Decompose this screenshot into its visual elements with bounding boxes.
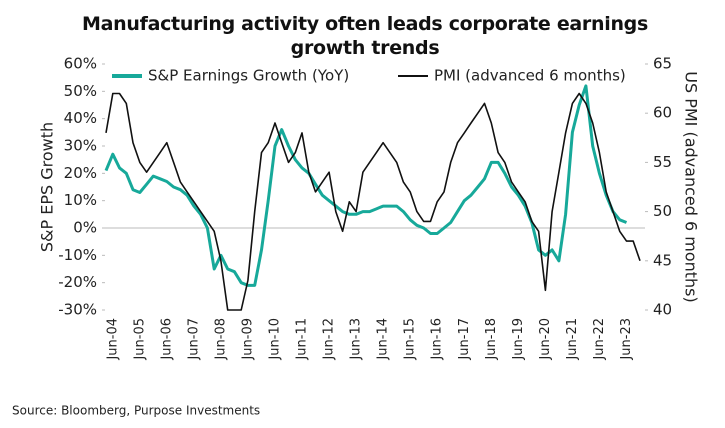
x-tick-label: Jun-13 — [349, 318, 364, 361]
x-tick-label: Jun-07 — [186, 318, 201, 361]
legend-label: PMI (advanced 6 months) — [434, 67, 626, 85]
y2-tick-label: 50 — [653, 202, 672, 220]
legend-label: S&P Earnings Growth (YoY) — [148, 67, 349, 85]
x-tick-label: Jun-09 — [240, 318, 255, 361]
y-axis-label: S&P EPS Growth — [38, 122, 57, 252]
source: Source: Bloomberg, Purpose Investments — [12, 404, 260, 418]
x-tick-label: Jun-12 — [322, 318, 337, 361]
y2-axis-label: US PMI (advanced 6 months) — [682, 71, 701, 302]
chart-title: Manufacturing activity often leads corpo… — [82, 13, 648, 59]
y-tick-label: -20% — [58, 273, 97, 291]
x-tick-label: Jun-18 — [484, 318, 499, 361]
x-tick-label: Jun-22 — [592, 318, 607, 361]
x-tick-label: Jun-17 — [457, 318, 472, 361]
y2-tick-label: 60 — [653, 104, 672, 122]
y2-tick-label: 40 — [653, 301, 672, 319]
y-tick-label: 40% — [64, 109, 97, 127]
y-tick-label: 30% — [64, 137, 97, 155]
y-tick-label: 0% — [73, 219, 97, 237]
y2-tick-label: 65 — [653, 55, 672, 73]
x-tick-label: Jun-20 — [538, 318, 553, 361]
y-tick-label: -30% — [58, 301, 97, 319]
y-tick-label: 20% — [64, 164, 97, 182]
x-tick-label: Jun-10 — [267, 318, 282, 361]
x-tick-label: Jun-08 — [213, 318, 228, 361]
x-tick-label: Jun-16 — [430, 318, 445, 361]
x-tick-label: Jun-23 — [619, 318, 634, 361]
y-tick-label: 10% — [64, 191, 97, 209]
x-tick-label: Jun-04 — [105, 318, 120, 361]
y2-tick-label: 55 — [653, 153, 672, 171]
series-line — [105, 92, 641, 311]
x-tick-label: Jun-14 — [376, 318, 391, 361]
x-tick-label: Jun-05 — [132, 318, 147, 361]
series-line — [104, 84, 628, 287]
x-tick-label: Jun-06 — [159, 318, 174, 361]
x-tick-label: Jun-19 — [511, 318, 526, 361]
x-tick-label: Jun-15 — [403, 318, 418, 361]
y-tick-label: 50% — [64, 82, 97, 100]
y-tick-label: 60% — [64, 55, 97, 73]
y-tick-label: -10% — [58, 246, 97, 264]
x-tick-label: Jun-21 — [565, 318, 580, 361]
x-tick-label: Jun-11 — [295, 318, 310, 361]
y2-tick-label: 45 — [653, 251, 672, 269]
